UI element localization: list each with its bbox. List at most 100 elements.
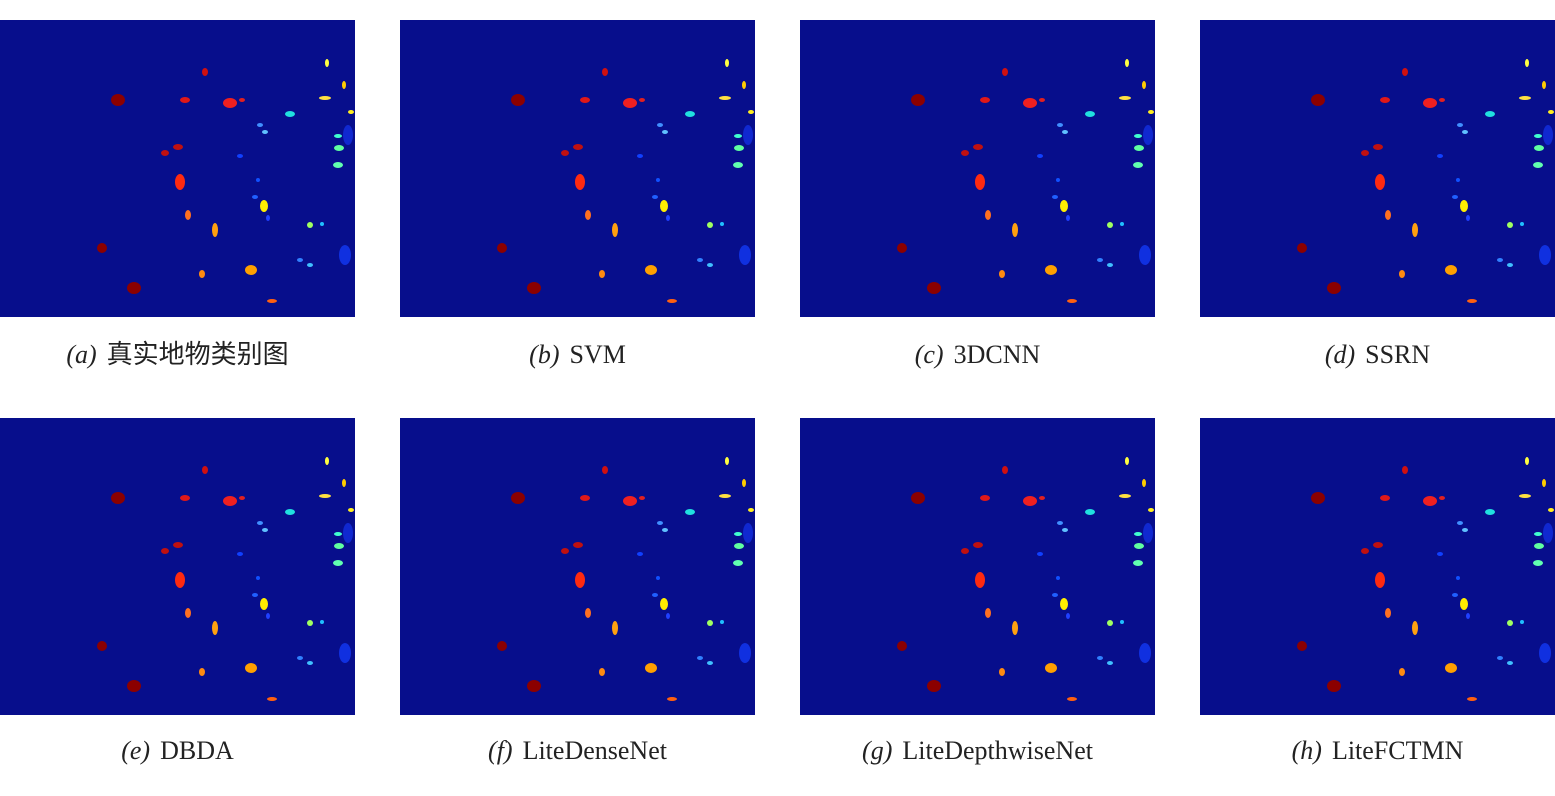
class-region [262, 130, 268, 134]
class-region [1462, 528, 1468, 532]
class-region [1125, 59, 1129, 67]
class-region [685, 111, 695, 117]
class-region [1002, 68, 1008, 76]
class-region [1057, 123, 1063, 127]
class-region [1542, 479, 1546, 487]
class-region [720, 222, 724, 226]
class-region [173, 144, 183, 150]
class-region [1373, 542, 1383, 548]
class-region [1134, 543, 1144, 549]
class-region [342, 81, 346, 89]
class-region [1148, 110, 1154, 114]
class-region [339, 643, 351, 663]
class-region [1437, 552, 1443, 556]
class-region [585, 608, 591, 618]
class-region [1023, 496, 1037, 506]
class-region [1457, 123, 1463, 127]
class-region [927, 282, 941, 294]
class-region [297, 258, 303, 262]
class-region [1060, 598, 1068, 610]
class-region [343, 523, 353, 543]
class-region [1060, 200, 1068, 212]
class-region [1133, 162, 1143, 168]
class-region [173, 542, 183, 548]
class-region [1519, 494, 1531, 498]
class-region [1133, 560, 1143, 566]
class-region [245, 663, 257, 673]
class-region [257, 123, 263, 127]
class-region [1119, 494, 1131, 498]
class-region [180, 495, 190, 501]
class-region [1067, 299, 1077, 303]
class-region [602, 466, 608, 474]
class-region [980, 97, 990, 103]
panel-title: 3DCNN [954, 340, 1041, 369]
class-region [657, 123, 663, 127]
class-region [667, 697, 677, 701]
class-region [707, 263, 713, 267]
class-region [285, 111, 295, 117]
class-region [1497, 258, 1503, 262]
panel-caption: (g) LiteDepthwiseNet [862, 736, 1094, 765]
panel-caption: (b) SVM [529, 340, 626, 369]
class-region [266, 215, 270, 221]
class-region [1533, 162, 1543, 168]
class-region [1507, 222, 1513, 228]
class-region [1134, 134, 1142, 138]
class-region [1534, 134, 1542, 138]
class-region [1139, 643, 1151, 663]
class-region [1520, 620, 1524, 624]
class-region [980, 495, 990, 501]
classification-map [1200, 20, 1555, 317]
class-region [707, 661, 713, 665]
class-region [1120, 222, 1124, 226]
class-region [1311, 492, 1325, 504]
panel-caption: (a) 真实地物类别图 [66, 340, 288, 369]
class-region [1457, 521, 1463, 525]
class-region [257, 521, 263, 525]
class-region [1402, 68, 1408, 76]
class-region [1534, 145, 1544, 151]
panel-label: (c) [915, 340, 944, 369]
class-region [1460, 200, 1468, 212]
class-region [1423, 98, 1437, 108]
class-region [1045, 663, 1057, 673]
class-region [1052, 195, 1058, 199]
class-region [719, 494, 731, 498]
class-region [985, 608, 991, 618]
class-region [1439, 98, 1445, 102]
class-region [334, 532, 342, 536]
class-region [975, 572, 985, 588]
class-region [333, 162, 343, 168]
class-region [334, 145, 344, 151]
class-region [1097, 258, 1103, 262]
class-region [239, 496, 245, 500]
class-region [527, 282, 541, 294]
class-region [656, 178, 660, 182]
class-region [185, 608, 191, 618]
class-region [1399, 668, 1405, 676]
class-region [707, 620, 713, 626]
panel-title: LiteDenseNet [523, 736, 668, 765]
class-region [1519, 96, 1531, 100]
class-region [1107, 661, 1113, 665]
class-region [1056, 178, 1060, 182]
class-region [1297, 243, 1307, 253]
class-region [599, 270, 605, 278]
class-region [1085, 509, 1095, 515]
class-region [1134, 532, 1142, 536]
class-region [1525, 59, 1529, 67]
class-region [725, 457, 729, 465]
class-region [911, 94, 925, 106]
class-region [1085, 111, 1095, 117]
class-region [623, 98, 637, 108]
class-region [1423, 496, 1437, 506]
panel-title: SSRN [1365, 340, 1430, 369]
class-region [742, 479, 746, 487]
class-region [267, 299, 277, 303]
class-region [199, 668, 205, 676]
class-region [334, 134, 342, 138]
panel-label: (h) [1292, 736, 1322, 765]
class-region [127, 680, 141, 692]
